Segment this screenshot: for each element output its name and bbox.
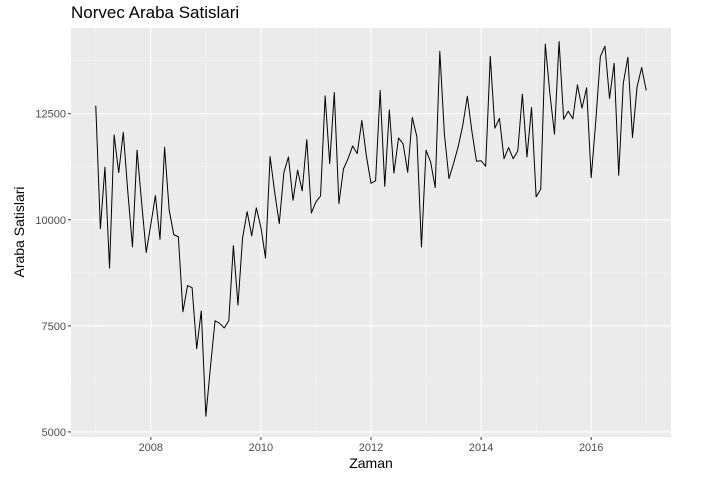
y-axis-ticks: 5000 7500 10000 12500 bbox=[35, 109, 71, 439]
x-tick-label: 2010 bbox=[249, 442, 273, 454]
y-tick-label: 7500 bbox=[42, 321, 66, 333]
y-tick-label: 5000 bbox=[42, 427, 66, 439]
x-axis-title: Zaman bbox=[349, 455, 393, 471]
y-tick-label: 10000 bbox=[35, 215, 66, 227]
x-tick-label: 2016 bbox=[579, 442, 603, 454]
chart-title: Norvec Araba Satislari bbox=[71, 3, 239, 22]
y-tick-label: 12500 bbox=[35, 109, 66, 121]
series-line bbox=[95, 41, 647, 417]
x-tick-label: 2014 bbox=[469, 442, 493, 454]
x-tick-label: 2008 bbox=[139, 442, 163, 454]
x-tick-label: 2012 bbox=[359, 442, 383, 454]
x-axis-ticks: 2008 2010 2012 2014 2016 bbox=[139, 437, 603, 454]
y-axis-title: Araba Satislari bbox=[11, 186, 27, 277]
